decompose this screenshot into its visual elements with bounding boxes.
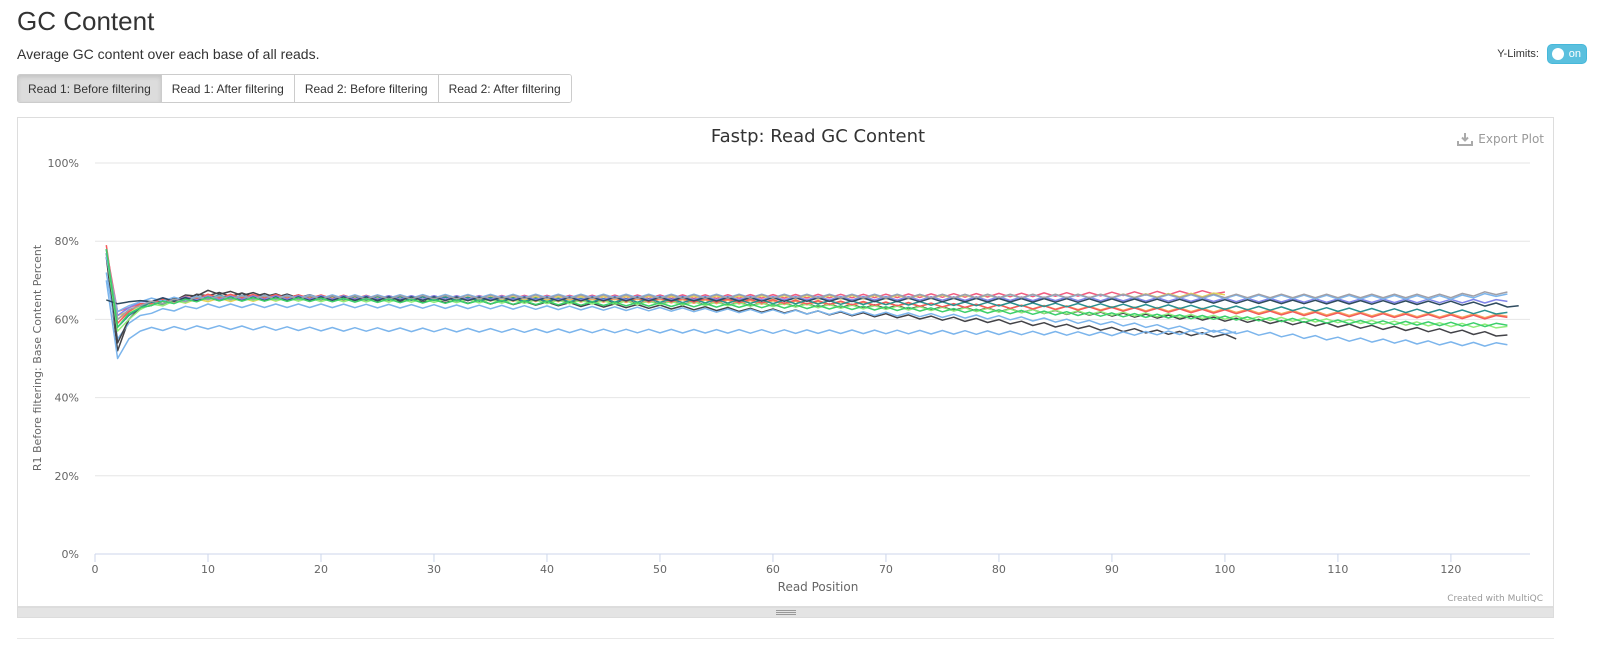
y-limits-toggle-label: on: [1568, 48, 1581, 60]
x-tick-label: 10: [201, 563, 215, 576]
y-tick-label: 80%: [55, 235, 79, 248]
y-limits-toggle[interactable]: on: [1547, 44, 1587, 64]
multiqc-credit: Created with MultiQC: [1447, 594, 1543, 604]
y-tick-label: 0%: [62, 548, 79, 561]
series-line: [105, 248, 1508, 321]
series-lines: [105, 244, 1519, 360]
y-tick-label: 60%: [55, 313, 79, 326]
page-title: GC Content: [17, 6, 155, 36]
x-tick-label: 120: [1440, 563, 1461, 576]
y-tick-label: 100%: [48, 157, 79, 170]
series-line: [105, 252, 1226, 317]
series-line: [105, 272, 1508, 347]
x-tick-label: 60: [766, 563, 780, 576]
tab-read1-before-filtering[interactable]: Read 1: Before filtering: [18, 75, 162, 102]
grid-lines: [95, 162, 1530, 555]
x-tick-label: 50: [653, 563, 667, 576]
x-tick-label: 20: [314, 563, 328, 576]
x-tick-label: 0: [92, 563, 99, 576]
y-tick-label: 40%: [55, 392, 79, 405]
toggle-knob: [1552, 48, 1564, 60]
chart-title: Fastp: Read GC Content: [711, 126, 925, 147]
grip-icon: [775, 610, 796, 615]
tab-read2-before-filtering[interactable]: Read 2: Before filtering: [294, 75, 439, 102]
x-axis-label: Read Position: [778, 580, 859, 594]
plot-container: [17, 117, 1554, 607]
y-axis-label: R1 Before filtering: Base Content Percen…: [31, 244, 44, 471]
tab-read2-after-filtering[interactable]: Read 2: After filtering: [438, 75, 571, 102]
y-tick-label: 20%: [55, 470, 79, 483]
series-line: [105, 248, 1508, 328]
x-tick-label: 100: [1214, 563, 1235, 576]
x-tick-label: 30: [427, 563, 441, 576]
y-limits-label: Y-Limits:: [1497, 48, 1539, 60]
y-limits-control: Y-Limits: on: [1497, 44, 1587, 64]
read-tab-group: Read 1: Before filtering Read 1: After f…: [17, 74, 572, 103]
x-tick-label: 80: [992, 563, 1006, 576]
series-line: [105, 280, 1237, 360]
x-tick-label: 90: [1105, 563, 1119, 576]
section-description: Average GC content over each base of all…: [17, 46, 320, 62]
x-tick-label: 110: [1327, 563, 1348, 576]
series-line: [106, 296, 1519, 308]
axes: 0% 20% 40% 60% 80% 100% 0 10 20 30 40 50 60 70 80 90 100…: [48, 157, 1530, 576]
x-tick-label: 40: [540, 563, 554, 576]
export-plot-button[interactable]: Export Plot: [1457, 132, 1544, 146]
section-divider: [17, 638, 1554, 639]
download-icon: [1457, 133, 1474, 146]
x-tick-label: 70: [879, 563, 893, 576]
tab-read1-after-filtering[interactable]: Read 1: After filtering: [161, 75, 295, 102]
plot-resize-handle[interactable]: [17, 607, 1554, 618]
series-line: [105, 248, 1508, 328]
export-plot-label: Export Plot: [1478, 132, 1544, 146]
